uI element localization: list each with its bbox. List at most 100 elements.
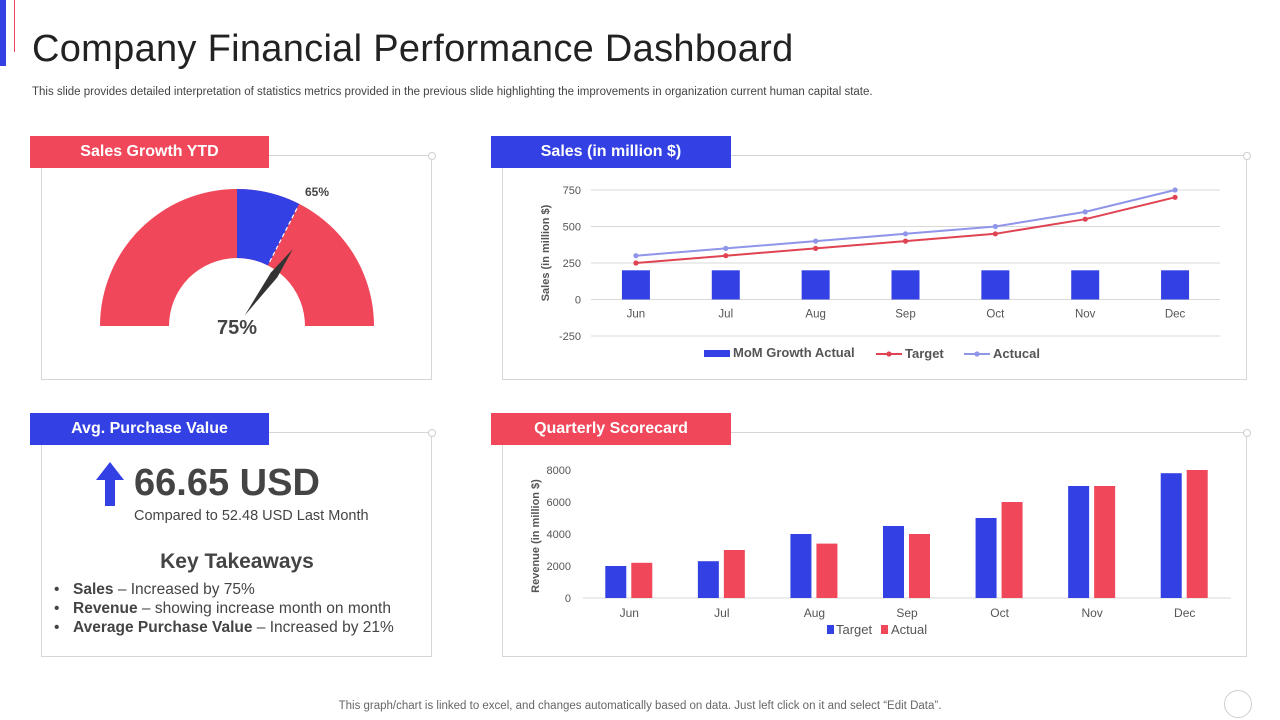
takeaway-item: Sales – Increased by 75%: [54, 580, 394, 599]
x-tick-label: Dec: [1165, 309, 1186, 321]
slide-nav-circle[interactable]: [1224, 690, 1252, 718]
takeaway-item-text: – Increased by 75%: [113, 581, 255, 598]
page-subtitle: This slide provides detailed interpretat…: [32, 86, 873, 98]
point-actual: [1172, 187, 1178, 193]
panel-handle-dot: [428, 429, 436, 437]
x-tick-label: Oct: [986, 309, 1005, 321]
bar-mom-growth: [891, 270, 920, 300]
legend-label-target: Target: [836, 622, 873, 637]
x-tick-label: Oct: [990, 606, 1009, 620]
bar-target: [975, 518, 997, 598]
point-target: [723, 253, 729, 259]
legend-swatch-actual: [881, 625, 888, 634]
accent-bar: [0, 0, 6, 66]
panel-handle-dot: [428, 152, 436, 160]
x-tick-label: Jul: [714, 606, 729, 620]
takeaway-item-bold: Sales: [73, 581, 114, 598]
point-actual: [902, 231, 909, 237]
x-tick-label: Jun: [627, 309, 646, 321]
bar-mom-growth: [981, 270, 1010, 300]
gauge-marker-line: [269, 207, 298, 263]
point-actual: [723, 245, 729, 251]
gauge-needle: [244, 249, 293, 316]
line-actual: [635, 189, 1176, 257]
gauge-marker-label: 65%: [305, 185, 330, 199]
takeaway-item: Average Purchase Value – Increased by 21…: [54, 618, 394, 637]
point-target: [813, 245, 819, 251]
bar-mom-growth: [621, 270, 650, 300]
gauge-highlight-band: [237, 189, 300, 266]
takeaway-item: Revenue – showing increase month on mont…: [54, 599, 394, 618]
point-target: [992, 231, 998, 237]
y-tick-label: 0: [565, 593, 571, 605]
bar-target: [1160, 473, 1182, 598]
point-target: [633, 260, 639, 266]
y-tick-label: 250: [563, 258, 581, 270]
scorecard-bar-chart[interactable]: 0 2000 4000 6000 8000 Revenue (in million $) J…: [503, 448, 1246, 653]
x-tick-label: Nov: [1081, 606, 1102, 620]
scorecard-tag: Quarterly Scorecard: [491, 413, 731, 445]
point-target: [1082, 216, 1088, 222]
bar-actual: [1001, 502, 1023, 598]
bar-target: [1068, 486, 1090, 598]
legend-label-actual: Actual: [891, 622, 927, 637]
legend-marker-target: [886, 351, 892, 357]
sales-chart-panel[interactable]: [502, 155, 1247, 380]
x-tick-label: Jun: [620, 606, 639, 620]
takeaway-item-text: – Increased by 21%: [252, 619, 394, 636]
bar-actual: [631, 562, 653, 598]
legend-swatch-mom: [704, 350, 730, 357]
x-tick-label: Sep: [896, 606, 918, 620]
bar-target: [883, 526, 904, 598]
y-tick-label: 2000: [547, 561, 571, 573]
bar-mom-growth: [801, 270, 830, 300]
point-actual: [633, 253, 639, 259]
y-axis-title: Sales (in million $): [540, 204, 552, 301]
x-tick-label: Nov: [1075, 309, 1096, 321]
point-actual: [1082, 209, 1088, 215]
bar-target: [605, 566, 627, 598]
line-target: [635, 196, 1176, 264]
legend-marker-actual: [974, 351, 980, 357]
avg-purchase-compare: Compared to 52.48 USD Last Month: [134, 508, 369, 524]
legend-label-mom: MoM Growth Actual: [733, 345, 855, 360]
y-axis-title: Revenue (in million $): [530, 479, 542, 593]
sales-combo-chart[interactable]: -250 0 250 500 750 Sales (in million $) Jun Jul…: [503, 170, 1246, 375]
page-title: Company Financial Performance Dashboard: [32, 28, 794, 70]
y-tick-label: 0: [575, 295, 581, 307]
x-tick-label: Dec: [1174, 606, 1195, 620]
avg-purchase-value: 66.65 USD: [134, 462, 320, 504]
sales-chart-tag: Sales (in million $): [491, 136, 731, 168]
y-tick-label: 750: [563, 185, 581, 197]
gauge-chart[interactable]: [90, 180, 390, 340]
bar-actual: [816, 543, 838, 598]
y-tick-label: 4000: [547, 529, 571, 541]
bar-target: [790, 534, 812, 598]
x-tick-label: Aug: [804, 606, 825, 620]
gauge-value-label: 75%: [217, 317, 258, 339]
footer-note: This graph/chart is linked to excel, and…: [338, 700, 942, 712]
avg-purchase-tag: Avg. Purchase Value: [30, 413, 269, 445]
key-takeaways-list: Sales – Increased by 75% Revenue – showi…: [54, 580, 394, 637]
x-tick-label: Aug: [805, 309, 825, 321]
y-tick-label: 500: [563, 222, 581, 234]
point-target: [902, 238, 909, 244]
key-takeaways-title: Key Takeaways: [160, 550, 314, 573]
sales-growth-tag: Sales Growth YTD: [30, 136, 269, 168]
point-actual: [813, 238, 819, 244]
arrow-up-icon: [96, 462, 124, 506]
x-tick-label: Sep: [895, 309, 915, 321]
takeaway-item-text: – showing increase month on month: [137, 600, 391, 617]
point-actual: [992, 223, 998, 230]
bar-mom-growth: [711, 270, 740, 300]
takeaway-item-bold: Revenue: [73, 600, 138, 617]
x-tick-label: Jul: [718, 309, 733, 321]
accent-line: [14, 0, 15, 52]
panel-handle-dot: [1243, 152, 1251, 160]
scorecard-panel[interactable]: [502, 432, 1247, 657]
bar-target: [697, 561, 719, 598]
legend-swatch-target: [827, 625, 834, 634]
bar-mom-growth: [1161, 270, 1190, 300]
bar-actual: [1094, 486, 1116, 598]
y-tick-label: 6000: [547, 497, 571, 509]
